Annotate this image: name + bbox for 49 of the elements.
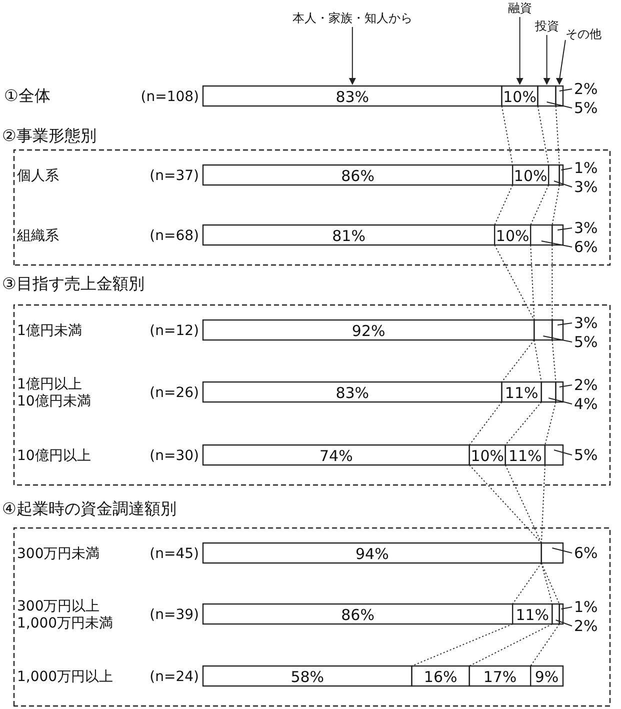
text: ②事業形態別 — [2, 126, 96, 145]
data-label: 5% — [574, 446, 598, 464]
text: 本人・家族・知人から — [292, 11, 412, 25]
text: ③目指す売上金額別 — [2, 274, 144, 293]
data-label: 6% — [574, 238, 598, 256]
data-label: 16% — [424, 668, 458, 686]
category-label: 300万円以上 1,000万円未満 (n=39) — [17, 598, 199, 632]
data-label: 10% — [503, 88, 536, 106]
data-label: 5% — [574, 333, 598, 351]
category-label: 組織系 (n=68) — [17, 228, 199, 244]
text: ④起業時の資金調達額別 — [2, 499, 176, 518]
data-label: 6% — [574, 544, 598, 562]
data-label: 2% — [574, 80, 598, 98]
data-label: 83% — [336, 88, 370, 106]
category-label: 個人系 (n=37) — [17, 168, 199, 184]
data-label: 94% — [356, 545, 389, 563]
data-label: 1% — [574, 598, 598, 616]
category-label: 300万円未満 (n=45) — [17, 546, 199, 562]
data-label: 2% — [574, 617, 598, 635]
data-label: 92% — [352, 322, 386, 340]
data-label: 3% — [574, 314, 598, 332]
data-label: 83% — [336, 384, 370, 402]
data-label: 9% — [534, 668, 559, 686]
category-label: 10億円以上 (n=30) — [17, 448, 199, 464]
data-label: 74% — [320, 447, 353, 465]
data-label: 10% — [514, 167, 548, 185]
data-label: 58% — [290, 668, 324, 686]
text: 投資 — [534, 19, 559, 33]
data-label: 4% — [574, 395, 598, 413]
data-label: 5% — [574, 99, 598, 117]
data-label: 11% — [516, 606, 550, 624]
text: その他 — [565, 27, 602, 41]
text: 融資 — [508, 1, 532, 15]
category-label: 1億円以上 10億円未満 (n=26) — [17, 376, 199, 410]
category-label: 1,000万円以上 (n=24) — [17, 669, 199, 685]
data-label: 86% — [341, 606, 374, 624]
data-label: 86% — [341, 167, 374, 185]
data-label: 10% — [470, 447, 504, 465]
data-label: 17% — [483, 668, 517, 686]
data-label: 3% — [574, 178, 598, 196]
data-label: 11% — [504, 384, 538, 402]
data-label: 3% — [574, 219, 598, 237]
data-label: 11% — [508, 447, 542, 465]
data-label: 10% — [496, 227, 530, 245]
data-label: 1% — [574, 159, 598, 177]
data-label: 81% — [332, 227, 366, 245]
data-label: 2% — [574, 376, 598, 394]
category-label: 1億円未満 (n=12) — [17, 323, 199, 339]
category-label: ①全体 (n=108) — [4, 86, 199, 105]
